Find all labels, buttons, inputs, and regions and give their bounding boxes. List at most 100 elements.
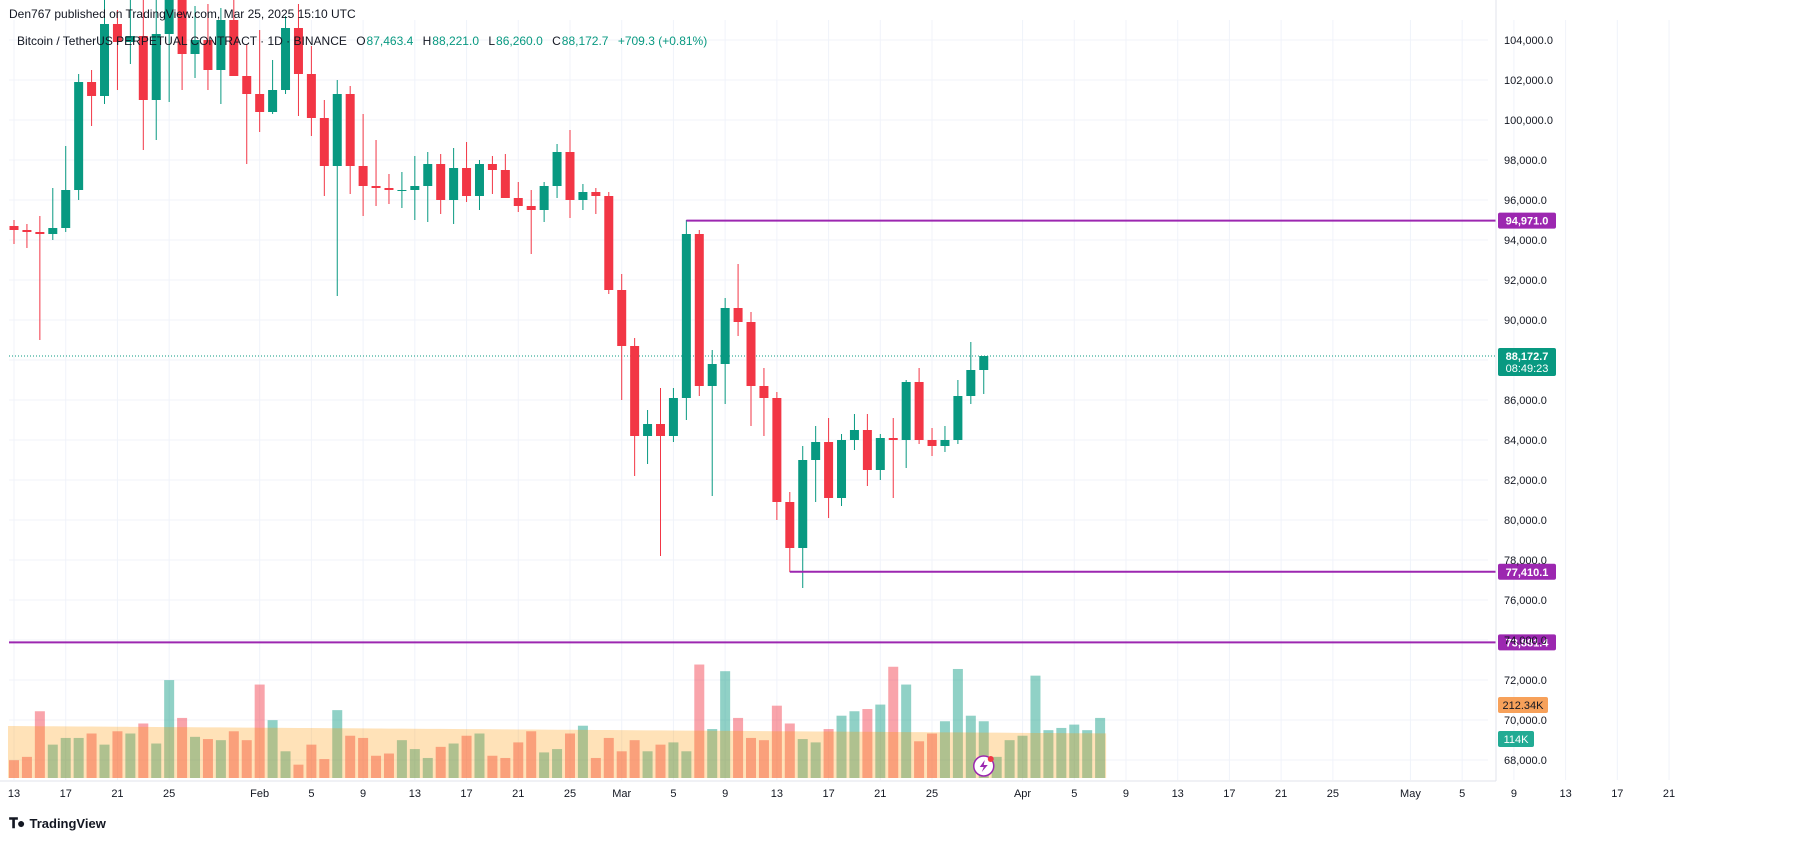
candle-body[interactable]	[242, 76, 252, 94]
candle-body[interactable]	[526, 206, 536, 210]
candle-body[interactable]	[966, 370, 976, 396]
candle-body[interactable]	[940, 440, 950, 446]
candle-body[interactable]	[229, 20, 239, 76]
candle-body[interactable]	[643, 424, 653, 436]
x-axis-tick-label: 17	[1223, 788, 1235, 800]
tradingview-logo-icon: 𝐓●	[9, 815, 26, 831]
volume-bar	[707, 729, 718, 778]
candle-body[interactable]	[35, 232, 45, 234]
candle-body[interactable]	[513, 198, 523, 206]
candle-body[interactable]	[397, 190, 407, 191]
volume-bar	[422, 757, 433, 778]
x-axis-tick-label: 21	[111, 788, 123, 800]
candle-body[interactable]	[746, 322, 756, 386]
candle-body[interactable]	[824, 442, 834, 498]
y-axis-tick-label: 72,000.0	[1504, 675, 1547, 687]
candle-body[interactable]	[203, 40, 213, 70]
candle-body[interactable]	[268, 90, 278, 112]
volume-bar	[487, 755, 498, 778]
candle-body[interactable]	[332, 94, 342, 166]
candle-body[interactable]	[293, 28, 303, 74]
candle-body[interactable]	[862, 430, 872, 470]
candle-body[interactable]	[888, 438, 898, 440]
candle-body[interactable]	[48, 228, 58, 234]
candle-body[interactable]	[591, 192, 601, 196]
candle-body[interactable]	[474, 164, 484, 196]
candle-body[interactable]	[565, 152, 575, 200]
candle-body[interactable]	[125, 36, 135, 42]
candle-body[interactable]	[61, 190, 71, 228]
candle-body[interactable]	[694, 234, 704, 386]
candle-body[interactable]	[630, 346, 640, 436]
countdown-label: 08:49:23	[1506, 363, 1549, 375]
candle-body[interactable]	[436, 164, 446, 200]
candle-body[interactable]	[74, 82, 84, 190]
candle-body[interactable]	[849, 430, 859, 440]
candle-body[interactable]	[319, 118, 329, 166]
candle-body[interactable]	[345, 94, 355, 166]
candle-body[interactable]	[151, 34, 161, 100]
candle-body[interactable]	[9, 226, 19, 230]
candle-body[interactable]	[953, 396, 963, 440]
candle-body[interactable]	[668, 398, 678, 436]
candle-body[interactable]	[539, 186, 549, 210]
candle-body[interactable]	[578, 192, 588, 200]
candle-body[interactable]	[384, 188, 394, 190]
candle-body[interactable]	[837, 440, 847, 498]
candle-body[interactable]	[87, 82, 97, 96]
volume-bar	[590, 757, 601, 778]
volume-bar	[1095, 717, 1106, 778]
volume-bar	[383, 753, 394, 778]
candle-body[interactable]	[358, 166, 368, 186]
candle-body[interactable]	[914, 382, 924, 440]
candle-body[interactable]	[656, 424, 665, 436]
symbol-title[interactable]: Bitcoin / TetherUS PERPETUAL CONTRACT · …	[17, 34, 347, 48]
candle-body[interactable]	[410, 186, 420, 190]
candle-body[interactable]	[681, 234, 691, 398]
candle-body[interactable]	[811, 442, 821, 460]
volume-bar	[500, 757, 511, 778]
candle-body[interactable]	[720, 308, 730, 364]
candle-body[interactable]	[617, 290, 627, 346]
volume-bar	[823, 729, 834, 778]
candle-body[interactable]	[100, 24, 110, 96]
x-axis-tick-label: 13	[8, 788, 20, 800]
candle-body[interactable]	[604, 196, 614, 290]
candle-body[interactable]	[255, 94, 265, 112]
volume-bar	[254, 684, 265, 778]
tradingview-logo[interactable]: 𝐓● TradingView	[9, 815, 106, 832]
candle-body[interactable]	[927, 440, 937, 446]
candle-body[interactable]	[875, 438, 885, 470]
candle-body[interactable]	[216, 20, 226, 70]
candle-body[interactable]	[112, 24, 122, 42]
y-axis-tick-label: 80,000.0	[1504, 515, 1547, 527]
candle-body[interactable]	[22, 230, 32, 232]
candle-body[interactable]	[733, 308, 743, 322]
candle-body[interactable]	[487, 164, 497, 170]
candle-body[interactable]	[423, 164, 433, 186]
candle-body[interactable]	[979, 356, 989, 370]
y-axis-tick-label: 98,000.0	[1504, 155, 1547, 167]
candle-body[interactable]	[281, 28, 291, 90]
candle-body[interactable]	[190, 40, 200, 54]
candle-body[interactable]	[772, 398, 782, 502]
candle-body[interactable]	[177, 0, 187, 54]
candle-body[interactable]	[164, 0, 174, 34]
candle-body[interactable]	[707, 364, 717, 386]
candle-body[interactable]	[552, 152, 562, 186]
volume-bar	[991, 756, 1002, 778]
candle-body[interactable]	[138, 36, 148, 100]
candle-body[interactable]	[462, 168, 472, 196]
candle-body[interactable]	[500, 170, 510, 198]
candle-body[interactable]	[449, 168, 459, 200]
current-price-tag	[1498, 348, 1556, 376]
candle-body[interactable]	[371, 186, 381, 188]
volume-bar	[202, 739, 213, 778]
candle-body[interactable]	[798, 460, 808, 548]
candle-body[interactable]	[901, 382, 911, 440]
candle-body[interactable]	[759, 386, 769, 398]
candle-body[interactable]	[306, 74, 316, 118]
volume-bar	[86, 733, 97, 778]
candle-body[interactable]	[785, 502, 795, 548]
